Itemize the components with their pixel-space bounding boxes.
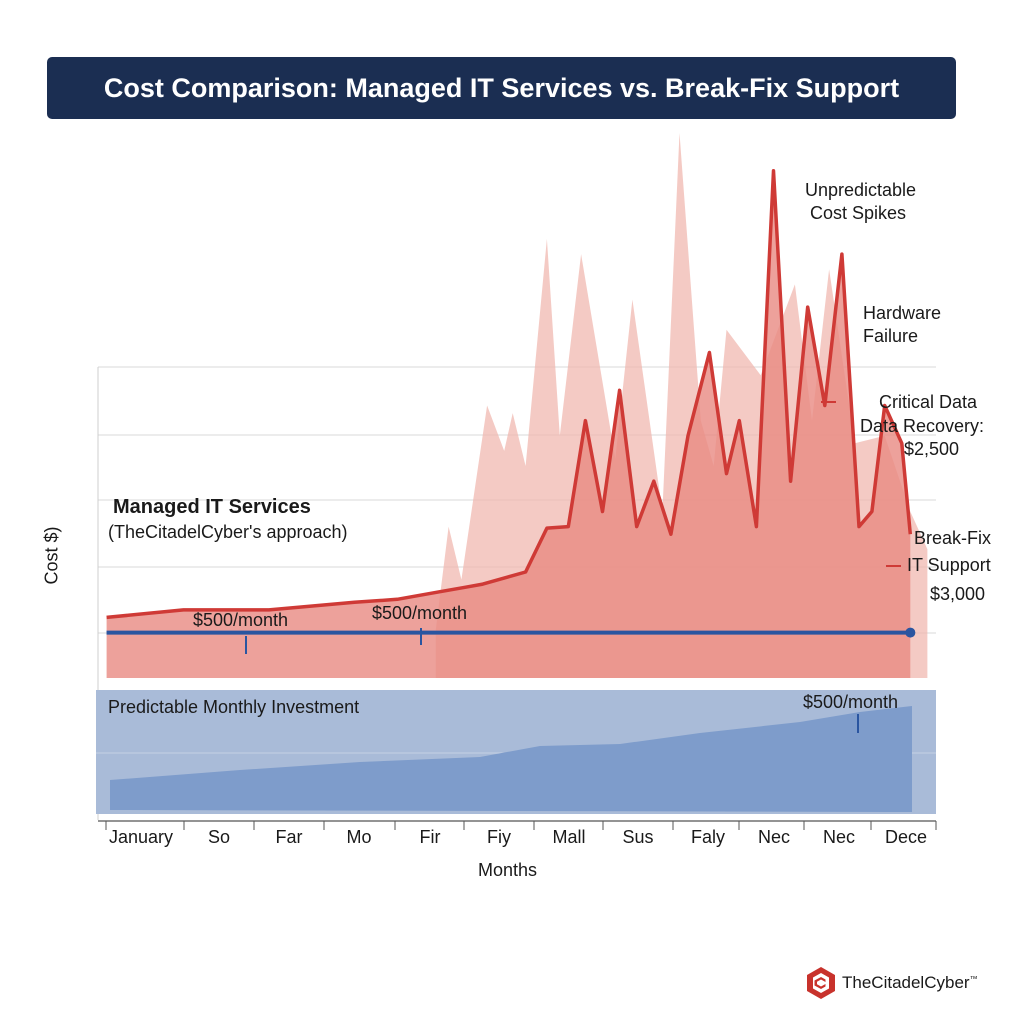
x-tick-label-2: Far (276, 827, 303, 847)
x-tick-label-4: Fir (420, 827, 441, 847)
x-axis-label: Months (478, 860, 538, 880)
brand-logo: TheCitadelCyber™ (806, 965, 978, 1001)
x-tick-label-6: Mall (552, 827, 585, 847)
x-tick-label-9: Nec (758, 827, 790, 847)
annotation-recovery-amount: $2,500 (904, 439, 960, 459)
x-tick-label-8: Faly (691, 827, 725, 847)
chart-title-banner: Cost Comparison: Managed IT Services vs.… (47, 57, 956, 119)
annotation-breakfix-line1: Break-Fix (914, 528, 992, 548)
annotation-recovery-line2: Data Recovery: (860, 416, 985, 436)
annotation-breakfix-line2: IT Support (907, 555, 991, 575)
annotation-hardware-line2: Failure (863, 326, 919, 346)
breakfix-area (106, 170, 911, 679)
predictable-investment-label: Predictable Monthly Investment (108, 697, 360, 717)
annotation-hardware-line1: Hardware (863, 303, 942, 323)
x-tick-label-10: Nec (823, 827, 855, 847)
x-tick-label-11: Dece (885, 827, 927, 847)
annotation-spikes-line2: Cost Spikes (810, 203, 907, 223)
chart-title: Cost Comparison: Managed IT Services vs.… (103, 72, 900, 103)
annotation-breakfix-amount: $3,000 (930, 584, 986, 604)
managed-line-endpoint (905, 627, 916, 638)
managed-services-title: Managed IT Services (113, 496, 311, 518)
x-tick-label-1: So (208, 827, 230, 847)
y-axis-label: Cost $) (41, 526, 62, 585)
managed-services-subtitle: (TheCitadelCyber's approach) (108, 522, 348, 542)
x-tick-label-3: Mo (346, 827, 371, 847)
x-tick-label-5: Fiy (487, 827, 511, 847)
brand-name: TheCitadelCyber™ (842, 973, 978, 992)
rate-label-1: $500/month (193, 610, 289, 630)
x-tick-label-7: Sus (622, 827, 653, 847)
annotation-recovery-line1: Critical Data (879, 392, 978, 412)
rate-label-3: $500/month (803, 692, 899, 712)
breakfix-line (106, 169, 913, 620)
rate-label-2: $500/month (372, 603, 468, 623)
x-tick-label-0: January (109, 827, 173, 847)
annotation-spikes-line1: Unpredictable (805, 180, 917, 200)
citadel-shield-icon (807, 967, 835, 999)
managed-cost-area (110, 706, 912, 812)
